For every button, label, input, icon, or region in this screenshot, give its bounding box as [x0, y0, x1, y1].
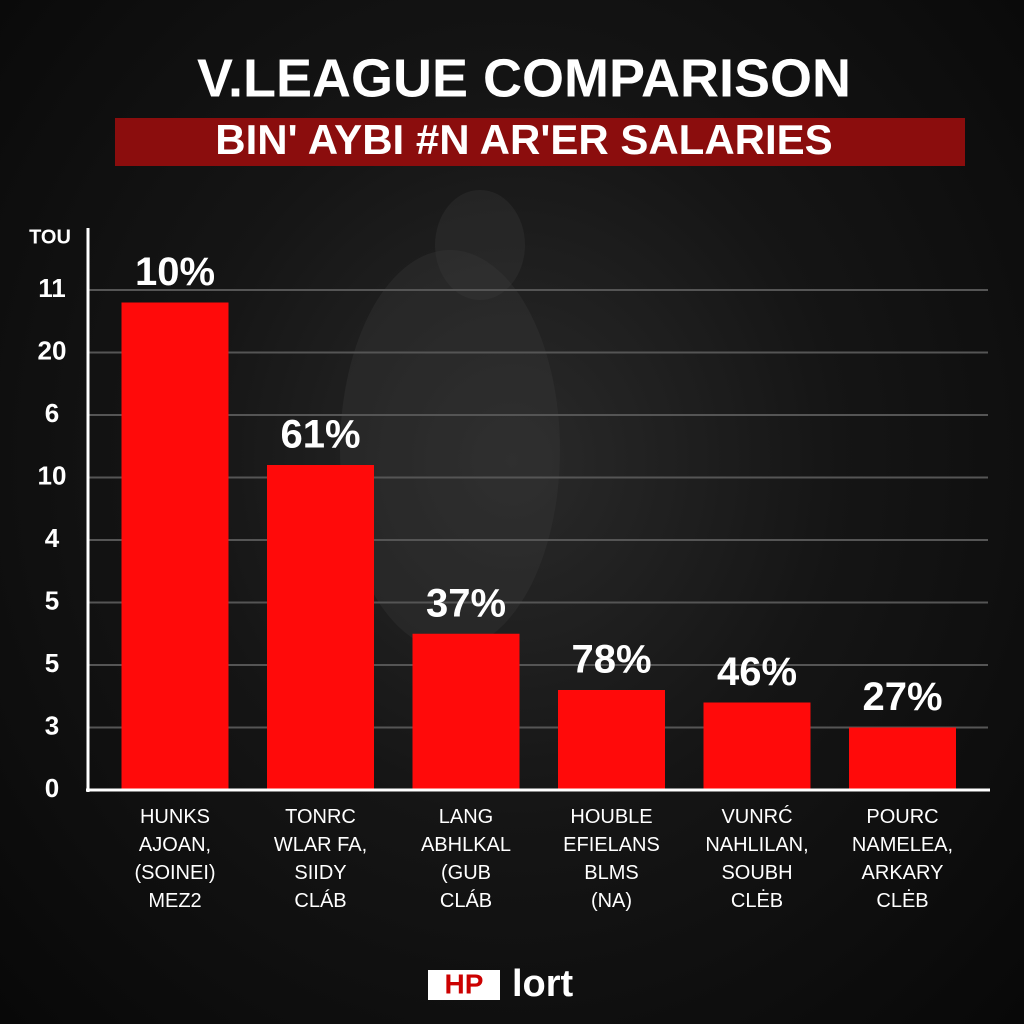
- x-tick-label: LANG ABHLKAL (GUB CLÁB: [420, 806, 512, 912]
- logo-text: lort: [512, 963, 574, 1005]
- y-tick-label: 10: [38, 460, 67, 490]
- y-tick-label: 5: [45, 585, 59, 615]
- bar: [703, 702, 811, 790]
- value-label: 61%: [280, 413, 360, 457]
- value-label: 10%: [135, 250, 215, 294]
- x-tick-label: VUNRĆ NAHLILAN, SOUBH CLĖB: [705, 806, 809, 912]
- background-figure: [435, 190, 525, 300]
- bar: [121, 302, 229, 790]
- y-tick-label: 6: [45, 398, 59, 428]
- y-tick-label: 20: [38, 335, 67, 365]
- y-tick-label: 0: [45, 773, 59, 803]
- bar: [412, 633, 520, 790]
- value-label: 27%: [862, 675, 942, 719]
- x-tick-label: TONRC WLAR FA, SIIDY CLÁB: [273, 806, 368, 912]
- bar: [558, 690, 665, 790]
- value-label: 37%: [426, 581, 506, 625]
- y-tick-label: 3: [45, 710, 59, 740]
- bar: [267, 465, 374, 790]
- chart-subtitle: BIN' AYBI #N AR'ER SALARIES: [215, 116, 832, 163]
- bar: [849, 727, 956, 790]
- y-tick-label: 11: [38, 273, 66, 303]
- x-tick-label: POURC NAMELEA, ARKARY CLĖB: [851, 806, 954, 912]
- value-label: 46%: [717, 650, 797, 694]
- y-tick-label: 4: [45, 523, 60, 553]
- y-tick-label: 5: [45, 648, 59, 678]
- y-axis-label: TOU: [29, 226, 71, 248]
- logo-mark: HP: [445, 968, 484, 999]
- chart-title: V.LEAGUE COMPARISON: [197, 48, 851, 108]
- x-tick-label: HUNKS AJOAN, (SOINEI) MEZ2: [134, 806, 216, 912]
- x-tick-label: HOUBLE EFIELANS BLMS (NA): [563, 806, 660, 912]
- logo-box: [428, 970, 500, 1000]
- background-figure: [340, 250, 560, 650]
- value-label: 78%: [571, 638, 651, 682]
- subtitle-band: [115, 118, 965, 166]
